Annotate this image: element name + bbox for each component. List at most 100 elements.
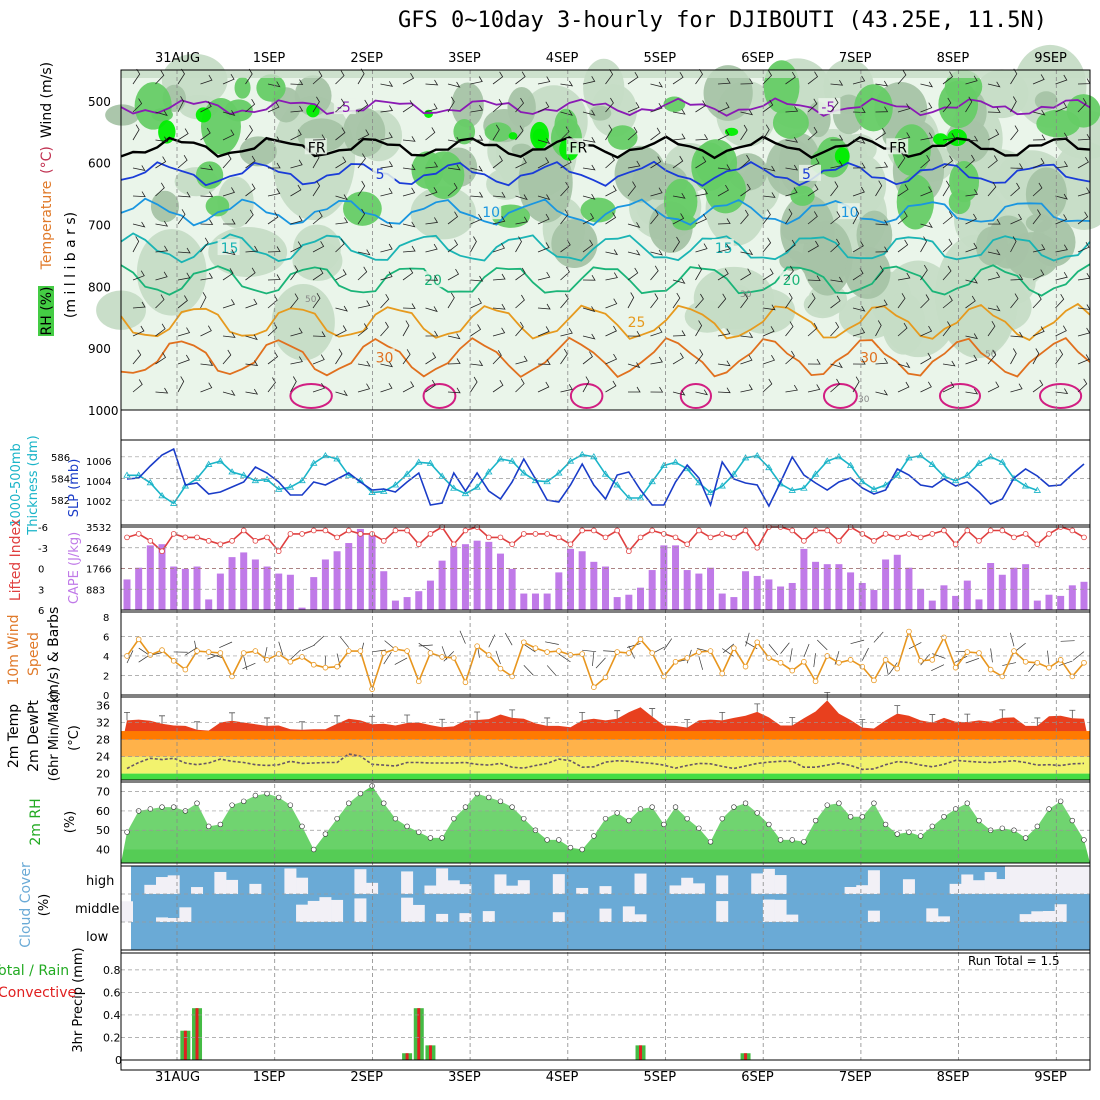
wind-barb — [312, 70, 323, 85]
wind-speed-line-point — [591, 684, 597, 690]
wind-barb — [785, 136, 799, 143]
li-line-point — [591, 527, 597, 534]
cape-axis-label: CAPE (J/kg) — [67, 532, 82, 604]
temp-minmax — [404, 714, 411, 723]
wind-barb — [402, 136, 416, 142]
wind-barb — [222, 129, 235, 141]
cloud-gap-high — [167, 875, 180, 894]
temp-tick: 36 — [96, 700, 110, 713]
li-line-point — [532, 531, 539, 537]
cape-bar — [146, 545, 154, 610]
wind-barb — [312, 382, 325, 393]
wind-speed-line-point — [205, 649, 212, 655]
rh-point — [346, 800, 352, 806]
thickness-line-point — [706, 488, 715, 495]
wind-barb — [1055, 132, 1068, 141]
isotherm-35 — [422, 383, 457, 409]
cape-bar — [742, 571, 750, 610]
wind-speed-line-point — [427, 650, 434, 656]
wind-barb — [695, 156, 707, 169]
wind-barb — [582, 239, 594, 253]
cloud-gap-high — [296, 877, 309, 894]
isotherm-20 — [120, 263, 1091, 297]
wind-barb — [447, 96, 455, 113]
wind-barb — [418, 644, 433, 647]
cloud-gap-middle — [1019, 914, 1032, 922]
wind-barb — [672, 389, 686, 396]
wind10m-unit-label: (m/s) & Barbs — [46, 607, 62, 704]
wind-speed-line-point — [544, 649, 550, 655]
wind-barb — [1032, 293, 1042, 309]
rh-dark-area — [779, 250, 806, 271]
wind-barb — [1010, 182, 1021, 197]
wind-barb — [942, 295, 953, 309]
rh-point — [276, 794, 282, 801]
li-line-point — [964, 527, 971, 534]
cloud-level-middle: middle — [75, 902, 119, 917]
wind-barb — [546, 665, 557, 677]
isotherm-label-bg — [837, 203, 860, 220]
wind-barb — [965, 295, 976, 309]
cloud-gap-middle — [1042, 911, 1055, 922]
wind-barb — [357, 360, 371, 367]
wind-barb — [470, 76, 483, 85]
wind-barb — [672, 155, 684, 169]
wind-barb — [650, 293, 659, 309]
cape-bar — [380, 571, 388, 610]
wind-barb — [875, 320, 882, 337]
wind-barb — [875, 265, 884, 281]
wind-barb — [990, 648, 993, 663]
wind-barb — [492, 98, 503, 113]
wind-barb — [762, 70, 773, 85]
pressure-tick-label: 1000 — [88, 404, 119, 418]
rh-tick: 60 — [96, 805, 110, 818]
slp-tick: 1006 — [86, 457, 111, 468]
cape-bar — [695, 573, 703, 610]
precip-total-legend: Total / Rain — [0, 963, 69, 979]
wind-barb — [1055, 271, 1068, 281]
isotherm-label: 5 — [802, 167, 811, 183]
rh-point — [392, 815, 399, 822]
wind-speed-line-point — [229, 673, 235, 680]
wind-barb — [459, 630, 466, 644]
outer-frame — [120, 69, 1091, 1071]
wind-barb — [492, 242, 505, 253]
thickness-line-point — [543, 477, 551, 485]
li-line-point — [731, 534, 737, 541]
cape-bar — [870, 590, 878, 610]
cape-bar — [555, 572, 563, 610]
wind-barb — [425, 275, 439, 281]
wind-barb — [380, 243, 393, 253]
wind-tick: 6 — [103, 632, 109, 643]
wind-barb — [492, 124, 500, 141]
wind-barb — [155, 294, 165, 309]
wind-barb — [222, 332, 236, 338]
wind-barb — [627, 71, 639, 85]
wind-barb — [592, 652, 595, 667]
wind-speed-line-point — [626, 650, 632, 656]
wind-barb — [987, 129, 1000, 141]
wind-barb — [628, 386, 641, 393]
dew2m-axis-label: 2m DewPt — [26, 700, 42, 772]
wind-speed-line-point — [392, 646, 399, 652]
wind-barb — [560, 126, 570, 141]
rh-point — [906, 829, 912, 835]
wind-barb — [290, 184, 302, 197]
thickness-line-point — [310, 459, 318, 466]
isotherm-label-bg — [711, 239, 734, 256]
li-line-point — [801, 538, 807, 544]
thickness-line-point — [765, 463, 773, 471]
thickness-line-point — [555, 469, 563, 476]
li-line-point — [999, 527, 1006, 534]
wind-barb — [177, 96, 184, 113]
wind-barb — [515, 267, 526, 281]
isotherm-label: 25 — [628, 315, 646, 331]
wind-barb — [628, 645, 635, 659]
dewpoint-line — [126, 753, 1085, 771]
wind-barb — [402, 187, 416, 197]
li-line-point — [987, 527, 994, 534]
rh-point — [1081, 837, 1087, 843]
top-date-label: 31AUG — [155, 51, 200, 66]
precip-convective-bar — [744, 1053, 748, 1060]
thickness-line-point — [870, 485, 878, 492]
